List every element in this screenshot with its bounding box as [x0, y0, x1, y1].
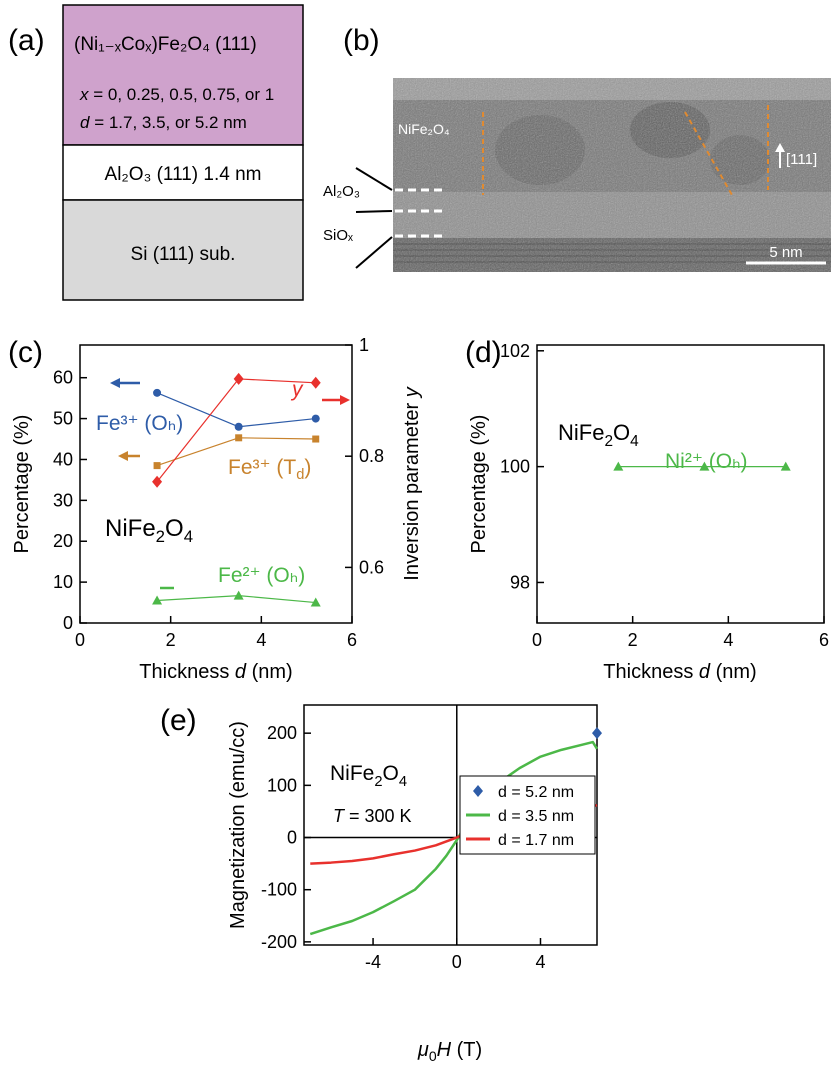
marker: [235, 423, 243, 431]
y-tick-label: 102: [500, 341, 530, 361]
axis-arrows: [110, 378, 350, 588]
marker: [234, 591, 244, 600]
x-tick-label: -4: [365, 952, 381, 972]
marker: [154, 462, 161, 469]
x-axis-label: Thickness d (nm): [139, 661, 292, 683]
y-tick-label: 50: [53, 409, 73, 429]
y-tick-label: 200: [267, 723, 297, 743]
annotation: Fe²⁺ (Oₕ): [218, 564, 305, 587]
marker: [311, 377, 321, 389]
x-tick-label: 4: [256, 630, 266, 650]
annotation: NiFe2O4: [330, 762, 407, 790]
figure: (a) (b) (c) (d) (e) (Ni₁₋ₓCoₓ)Fe₂O₄ (111…: [0, 0, 831, 1066]
panel-label: (d): [465, 336, 502, 369]
annotation: Fe³⁺ (Oₕ): [96, 412, 183, 435]
layer-formula: (Ni₁₋ₓCoₓ)Fe₂O₄ (111): [74, 34, 257, 55]
y-tick-label: 60: [53, 368, 73, 388]
marker: [312, 415, 320, 423]
y-tick-label: 0: [63, 613, 73, 633]
micrograph: [393, 78, 831, 272]
panel-label: (b): [343, 24, 380, 57]
legend-label: d = 1.7 nm: [498, 832, 574, 849]
panel-label: (e): [160, 704, 197, 737]
plot-frame: [537, 345, 824, 623]
y-tick-label: 30: [53, 490, 73, 510]
y-tick-label: -200: [261, 932, 297, 952]
plot-frame: [80, 345, 352, 623]
x-tick-label: 0: [452, 952, 462, 972]
leader-lines: [356, 168, 392, 268]
x-tick-label: 4: [723, 630, 733, 650]
buffer-label: Al₂O₃: [323, 183, 360, 200]
y-tick-label: 40: [53, 449, 73, 469]
scale-label: 5 nm: [769, 244, 802, 261]
annotation: NiFe2O4: [558, 420, 639, 450]
x-tick-label: 6: [819, 630, 829, 650]
x-tick-label: 0: [75, 630, 85, 650]
legend-label: d = 3.5 nm: [498, 808, 574, 825]
y2-tick-label: 0.6: [359, 557, 384, 577]
y2-axis-label: Inversion parameter y: [401, 386, 423, 580]
x-tick-label: 4: [535, 952, 545, 972]
y-axis-label: Percentage (%): [468, 415, 490, 554]
film-label: NiFe₂O₄: [398, 121, 450, 137]
direction-label: [111]: [786, 151, 817, 168]
y-tick-label: 10: [53, 572, 73, 592]
marker: [312, 436, 319, 443]
x-tick-label: 2: [166, 630, 176, 650]
y-axis-label: Magnetization (emu/cc): [227, 721, 249, 929]
annotation: NiFe2O4: [105, 515, 193, 546]
thickness: d = 1.7, 3.5, or 5.2 nm: [80, 113, 247, 132]
y2-tick-label: 1: [359, 335, 369, 355]
oxide-label: SiOₓ: [323, 227, 353, 244]
x-tick-label: 2: [628, 630, 638, 650]
y-axis-label: Percentage (%): [11, 415, 33, 554]
composition: x = 0, 0.25, 0.5, 0.75, or 1: [79, 85, 274, 104]
y2-tick-label: 0.8: [359, 446, 384, 466]
y-tick-label: 98: [510, 572, 530, 592]
panel-label: (c): [8, 336, 43, 369]
y-tick-label: 100: [500, 457, 530, 477]
annotation: T = 300 K: [333, 806, 412, 826]
x-tick-label: 6: [347, 630, 357, 650]
x-axis-label: Thickness d (nm): [603, 661, 756, 683]
y-tick-label: 20: [53, 531, 73, 551]
panel-label: (a): [8, 24, 45, 57]
page: {"panel_labels": ["(a)", "(b)", "(c)", "…: [0, 0, 831, 1066]
annotation: Fe³⁺ (Td): [228, 456, 311, 483]
marker: [153, 389, 161, 397]
y-tick-label: -100: [261, 880, 297, 900]
y-tick-label: 0: [287, 828, 297, 848]
y-tick-label: 100: [267, 775, 297, 795]
marker: [235, 434, 242, 441]
x-axis-label: μ0H (T): [417, 1039, 482, 1064]
marker: [592, 727, 602, 739]
substrate-label: Si (111) sub.: [131, 244, 236, 265]
legend-label: d = 5.2 nm: [498, 784, 574, 801]
x-tick-label: 0: [532, 630, 542, 650]
buffer-label: Al₂O₃ (111) 1.4 nm: [105, 164, 262, 185]
